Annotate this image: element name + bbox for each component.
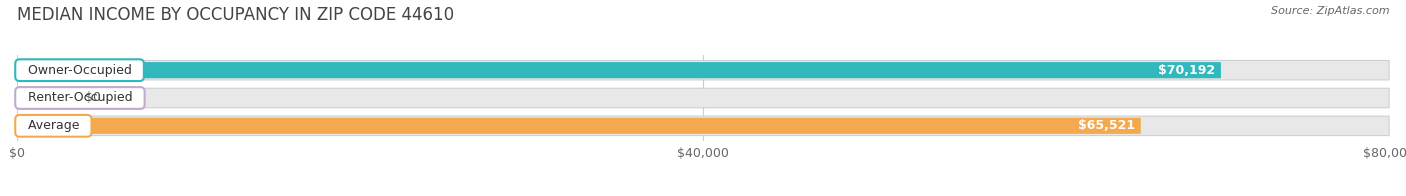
FancyBboxPatch shape xyxy=(17,116,1389,136)
FancyBboxPatch shape xyxy=(17,62,1220,78)
FancyBboxPatch shape xyxy=(17,90,72,106)
Text: Renter-Occupied: Renter-Occupied xyxy=(20,92,141,104)
Text: $0: $0 xyxy=(86,92,101,104)
Text: $65,521: $65,521 xyxy=(1078,119,1135,132)
Text: Average: Average xyxy=(20,119,87,132)
FancyBboxPatch shape xyxy=(17,88,1389,108)
Text: Source: ZipAtlas.com: Source: ZipAtlas.com xyxy=(1271,6,1389,16)
FancyBboxPatch shape xyxy=(17,60,1389,80)
Text: $70,192: $70,192 xyxy=(1159,64,1215,77)
Text: MEDIAN INCOME BY OCCUPANCY IN ZIP CODE 44610: MEDIAN INCOME BY OCCUPANCY IN ZIP CODE 4… xyxy=(17,6,454,24)
Text: Owner-Occupied: Owner-Occupied xyxy=(20,64,139,77)
FancyBboxPatch shape xyxy=(17,118,1140,134)
